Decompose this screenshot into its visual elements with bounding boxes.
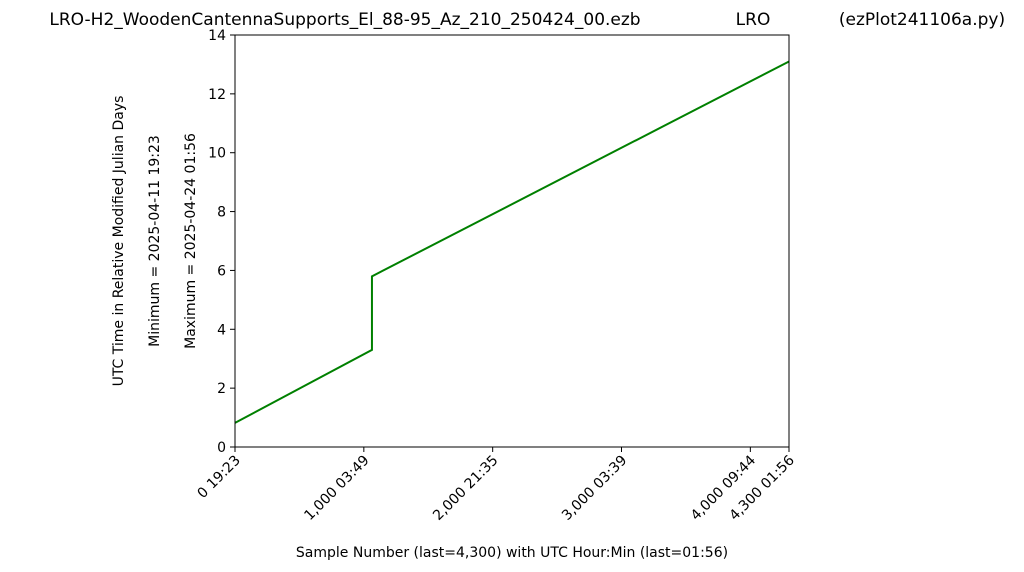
y-axis-label-max: Maximum = 2025-04-24 01:56: [183, 133, 199, 349]
y-tick-label: 4: [217, 322, 226, 338]
x-tick-label: 4,000 09:44: [688, 452, 759, 523]
y-tick-label: 10: [208, 146, 226, 162]
line: [234, 60, 790, 424]
x-axis-label: Sample Number (last=4,300) with UTC Hour…: [296, 545, 728, 561]
x-tick-label: 1,000 03:49: [301, 453, 372, 524]
station: LRO: [736, 10, 771, 30]
y-tick-label: 12: [208, 87, 226, 103]
y-tick-label: 14: [208, 28, 226, 44]
y-axis-label: UTC Time in Relative Modified Julian Day…: [111, 96, 127, 387]
y-tick-label: 0: [217, 440, 226, 456]
y-tick-label: 6: [217, 263, 226, 279]
plot-frame: [234, 34, 790, 448]
y-tick-label: 8: [217, 205, 226, 221]
chart-title: LRO-H2_WoodenCantennaSupports_El_88-95_A…: [49, 10, 640, 30]
script-name: (ezPlot241106a.py): [839, 10, 1005, 30]
x-tick-label: 0 19:23: [195, 453, 244, 502]
x-tick-label: 3,000 03:39: [559, 453, 630, 524]
y-axis-label-min: Minimum = 2025-04-11 19:23: [147, 135, 163, 347]
y-tick-label: 2: [217, 381, 226, 397]
x-tick-label: 2,000 21:35: [430, 453, 501, 524]
